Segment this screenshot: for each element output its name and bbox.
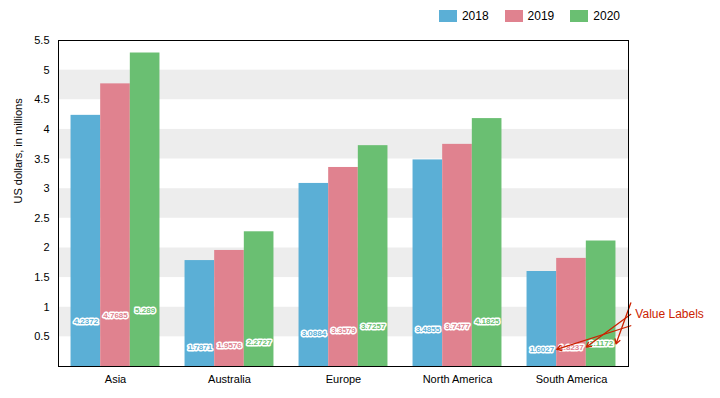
svg-text:1: 1 [43,301,49,313]
svg-text:Asia: Asia [105,373,127,385]
svg-text:5: 5 [43,64,49,76]
svg-text:3.5: 3.5 [34,153,49,165]
svg-text:3.3579: 3.3579 [331,326,356,335]
html-text:2020: 2020 [593,9,620,23]
svg-text:5.289: 5.289 [135,306,156,315]
svg-text:1.5: 1.5 [34,271,49,283]
svg-text:0.5: 0.5 [34,330,49,342]
svg-text:South America: South America [536,373,608,385]
svg-text:Australia: Australia [208,373,252,385]
svg-text:3: 3 [43,182,49,194]
svg-text:1.9576: 1.9576 [217,341,242,350]
svg-text:2: 2 [43,241,49,253]
html-text:2019: 2019 [527,9,555,23]
svg-text:3.4855: 3.4855 [416,325,441,334]
svg-text:North America: North America [423,373,494,385]
svg-text:US dollars, in millions: US dollars, in millions [12,98,24,204]
svg-text:Value Labels: Value Labels [635,307,704,321]
svg-text:4.1825: 4.1825 [475,317,500,326]
svg-text:4.5: 4.5 [34,93,49,105]
svg-text:1.7871: 1.7871 [188,343,213,352]
svg-text:Europe: Europe [326,373,361,385]
html-text:2018: 2018 [461,9,489,23]
svg-text:4.2372: 4.2372 [74,317,99,326]
svg-text:3.0884: 3.0884 [302,329,327,338]
svg-text:5.5: 5.5 [34,34,49,46]
svg-text:4: 4 [43,123,49,135]
svg-text:4.7685: 4.7685 [103,311,128,320]
svg-text:3.7257: 3.7257 [361,322,386,331]
svg-text:2.2727: 2.2727 [247,338,272,347]
svg-text:2.1172: 2.1172 [589,339,614,348]
svg-text:2.5: 2.5 [34,212,49,224]
svg-text:1.8237: 1.8237 [559,342,584,352]
svg-text:3.7477: 3.7477 [445,322,470,331]
svg-text:1.6027: 1.6027 [530,345,555,354]
